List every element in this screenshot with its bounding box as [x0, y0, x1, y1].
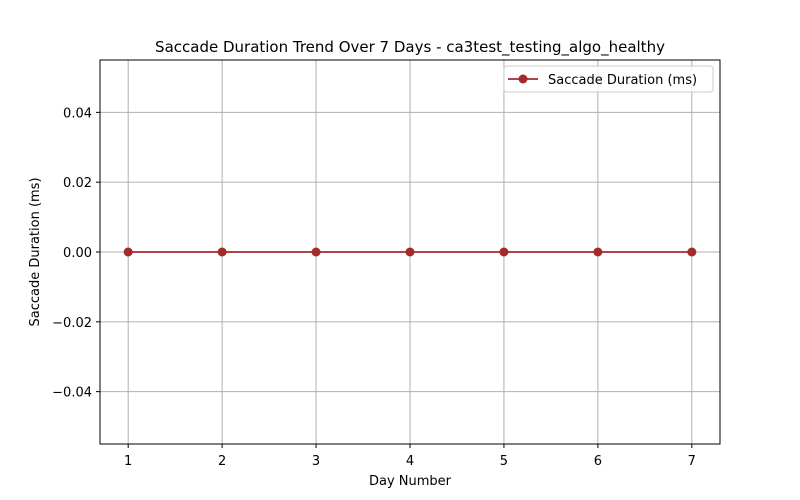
data-point: [405, 247, 415, 257]
x-tick-label: 4: [406, 454, 414, 469]
legend: Saccade Duration (ms): [503, 65, 714, 93]
y-axis-label: Saccade Duration (ms): [28, 177, 43, 326]
x-tick-label: 2: [218, 454, 226, 469]
y-tick-label: 0.00: [63, 246, 92, 261]
legend-label: Saccade Duration (ms): [548, 73, 697, 88]
data-point: [311, 247, 321, 257]
legend-marker-swatch: [518, 74, 528, 84]
data-point: [217, 247, 227, 257]
legend-box: [503, 65, 714, 93]
data-point: [593, 247, 603, 257]
x-tick-label: 7: [688, 454, 696, 469]
x-tick-label: 5: [500, 454, 508, 469]
x-tick-label: 1: [124, 454, 132, 469]
x-axis-ticks: 1 2 3 4 5 6 7: [124, 444, 696, 469]
y-axis-ticks: 0.04 0.02 0.00 −0.02 −0.04: [52, 106, 100, 401]
data-point: [123, 247, 133, 257]
y-tick-label: 0.02: [63, 176, 92, 191]
data-point: [687, 247, 697, 257]
chart-title: Saccade Duration Trend Over 7 Days - ca3…: [155, 38, 665, 57]
series-layer: [123, 247, 697, 257]
data-point: [499, 247, 509, 257]
y-tick-label: −0.02: [52, 316, 92, 331]
x-tick-label: 6: [594, 454, 602, 469]
x-axis-label: Day Number: [369, 474, 452, 489]
y-tick-label: −0.04: [52, 386, 92, 401]
x-tick-label: 3: [312, 454, 320, 469]
y-tick-label: 0.04: [63, 106, 92, 121]
